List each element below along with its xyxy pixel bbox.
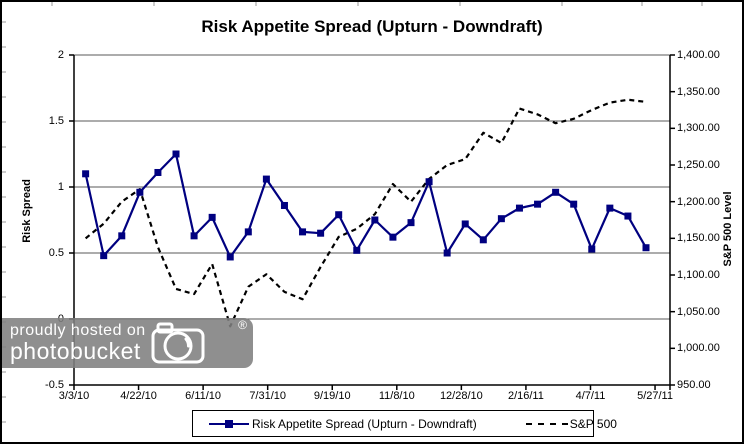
right-axis-tick-label: 1,000.00 bbox=[677, 342, 720, 355]
right-axis-tick-label: 1,150.00 bbox=[677, 232, 720, 245]
data-point-marker bbox=[443, 249, 451, 257]
registered-trademark-icon: ® bbox=[238, 318, 247, 332]
legend: Risk Appetite Spread (Upturn - Downdraft… bbox=[192, 410, 617, 437]
data-point-marker bbox=[335, 211, 343, 219]
sp500-series-line-sample bbox=[525, 422, 568, 425]
data-point-marker bbox=[588, 245, 596, 253]
photobucket-watermark[interactable]: proudly hosted on photobucket ® bbox=[2, 318, 253, 368]
data-point-marker bbox=[208, 213, 216, 221]
data-point-marker bbox=[244, 228, 252, 236]
data-point-marker bbox=[461, 220, 469, 228]
watermark-text: proudly hosted on photobucket bbox=[2, 323, 146, 363]
camera-icon bbox=[151, 322, 205, 364]
x-axis-tick-label: 12/28/10 bbox=[439, 390, 483, 402]
left-axis-tick-label: -0.5 bbox=[45, 379, 64, 391]
data-point-marker bbox=[642, 244, 650, 252]
data-point-marker bbox=[389, 233, 397, 241]
square-marker-icon bbox=[225, 419, 233, 428]
chart-title: Risk Appetite Spread (Upturn - Downdraft… bbox=[201, 17, 543, 36]
data-point-marker bbox=[299, 228, 307, 236]
data-point-marker bbox=[317, 229, 325, 237]
data-point-marker bbox=[280, 201, 288, 209]
right-axis-tick-label: 950.00 bbox=[677, 379, 711, 391]
data-point-marker bbox=[497, 215, 505, 223]
right-axis-tick-label: 1,050.00 bbox=[677, 305, 720, 318]
data-point-marker bbox=[262, 175, 270, 183]
data-point-marker bbox=[624, 212, 632, 220]
data-point-marker bbox=[172, 150, 180, 158]
x-axis-tick-label: 9/19/10 bbox=[313, 390, 351, 402]
right-axis-tick-label: 1,250.00 bbox=[677, 159, 720, 171]
left-axis-tick-label: 2 bbox=[57, 49, 64, 61]
x-axis-tick-label: 4/7/11 bbox=[575, 390, 606, 402]
right-axis-tick-label: 1,200.00 bbox=[677, 195, 720, 208]
x-axis-tick-label: 5/27/11 bbox=[637, 390, 673, 402]
data-point-marker bbox=[118, 232, 126, 240]
data-point-marker bbox=[552, 188, 560, 196]
data-point-marker bbox=[515, 204, 523, 212]
x-axis-tick-label: 6/11/10 bbox=[185, 390, 222, 402]
right-axis-tick-label: 1,300.00 bbox=[677, 122, 720, 135]
watermark-line2: photobucket bbox=[10, 338, 141, 364]
data-point-marker bbox=[371, 216, 379, 224]
right-axis-tick-label: 1,350.00 bbox=[677, 85, 720, 98]
data-point-marker bbox=[100, 252, 108, 260]
legend-label-sp500: S&P 500 bbox=[569, 416, 617, 431]
data-point-marker bbox=[606, 204, 614, 212]
right-axis-tick-label: 1,100.00 bbox=[677, 269, 720, 281]
data-point-marker bbox=[353, 246, 361, 254]
data-point-marker bbox=[136, 188, 144, 196]
data-point-marker bbox=[190, 232, 198, 240]
data-point-marker bbox=[425, 178, 433, 186]
x-axis-tick-label: 3/3/10 bbox=[58, 390, 90, 402]
x-axis-tick-label: 11/8/10 bbox=[378, 390, 415, 402]
data-point-marker bbox=[226, 253, 234, 261]
data-point-marker bbox=[407, 219, 415, 227]
x-axis-tick-label: 2/16/11 bbox=[507, 390, 544, 402]
legend-label-risk-spread: Risk Appetite Spread (Upturn - Downdraft… bbox=[252, 416, 477, 431]
risk-spread-line bbox=[84, 152, 647, 259]
left-axis-tick-label: 0.5 bbox=[48, 247, 64, 259]
watermark-line1: proudly hosted on bbox=[10, 322, 146, 339]
right-axis-tick-label: 1,400.00 bbox=[677, 49, 720, 61]
left-axis-tick-label: 1 bbox=[57, 181, 64, 193]
data-point-marker bbox=[154, 168, 162, 176]
right-axis-title: S&P 500 Level bbox=[722, 191, 734, 267]
left-axis-tick-label: 1.5 bbox=[48, 115, 64, 127]
sp500-line bbox=[84, 98, 647, 328]
data-point-marker bbox=[570, 200, 578, 208]
x-axis-tick-label: 4/22/10 bbox=[120, 390, 157, 402]
x-axis-tick-label: 7/31/10 bbox=[249, 390, 287, 402]
data-point-marker bbox=[82, 170, 90, 178]
risk-series-line-sample bbox=[209, 419, 249, 428]
data-point-marker bbox=[534, 200, 542, 208]
data-point-marker bbox=[479, 236, 487, 244]
